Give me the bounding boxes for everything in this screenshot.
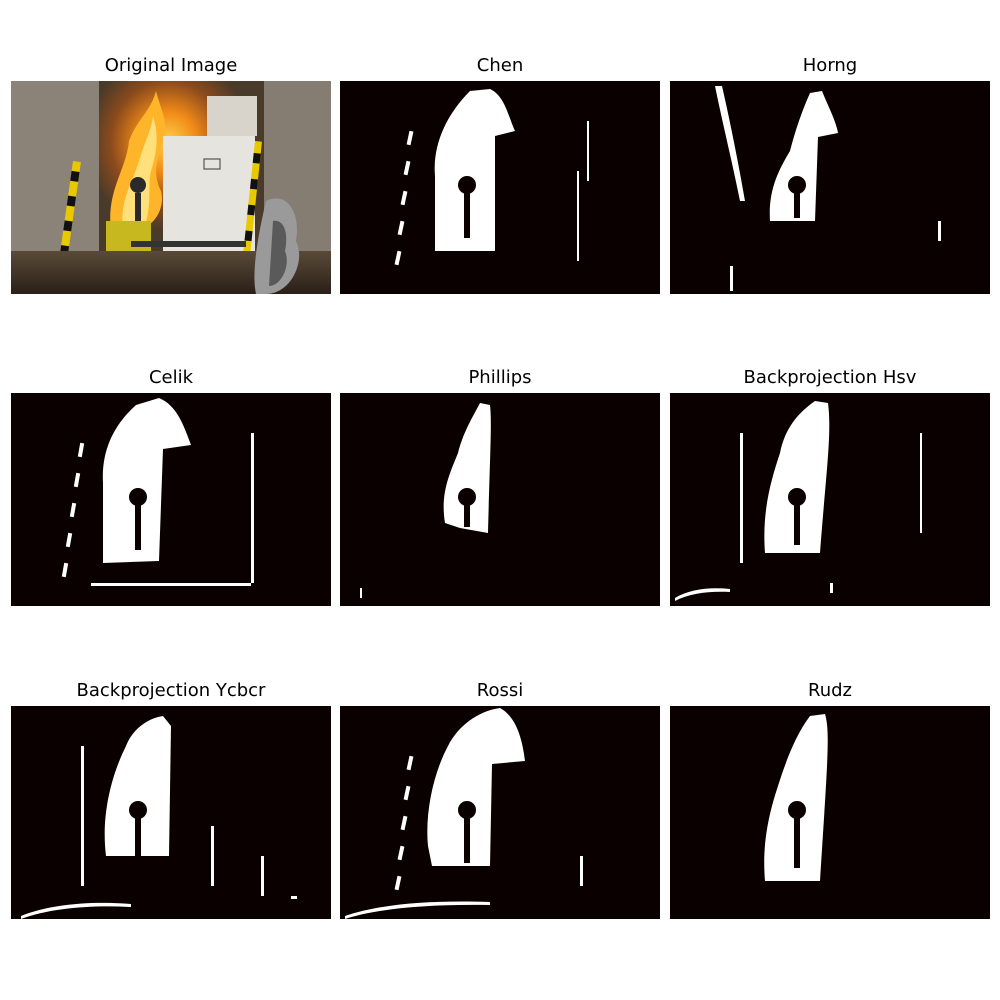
original-photo: [11, 81, 331, 294]
phillips-mask: [340, 393, 660, 606]
rudz-mask: [670, 706, 990, 919]
mask-image: [670, 706, 990, 919]
panel-title: Rudz: [808, 680, 852, 701]
chen-mask: [340, 81, 660, 294]
panel-title: Celik: [148, 367, 194, 388]
mask-image: [340, 81, 660, 294]
panel-title: Original Image: [104, 55, 238, 76]
mask-image: [11, 393, 331, 606]
panel-title: Phillips: [468, 367, 532, 388]
backprojection-hsv-mask: [670, 393, 990, 606]
mask-image: [670, 81, 990, 294]
backprojection-ycbcr-mask: [11, 706, 331, 919]
mask-image: [340, 706, 660, 919]
panel-title: Chen: [476, 55, 524, 76]
mask-image: [670, 393, 990, 606]
horng-mask: [670, 81, 990, 294]
mask-image: [11, 706, 331, 919]
panel-title: Backprojection Ycbcr: [76, 680, 266, 701]
original-photo-image: [11, 81, 331, 294]
mask-image: [340, 393, 660, 606]
celik-mask: [11, 393, 331, 606]
rossi-mask: [340, 706, 660, 919]
panel-title: Rossi: [476, 680, 524, 701]
panel-title: Backprojection Hsv: [743, 367, 917, 388]
panel-title: Horng: [802, 55, 858, 76]
